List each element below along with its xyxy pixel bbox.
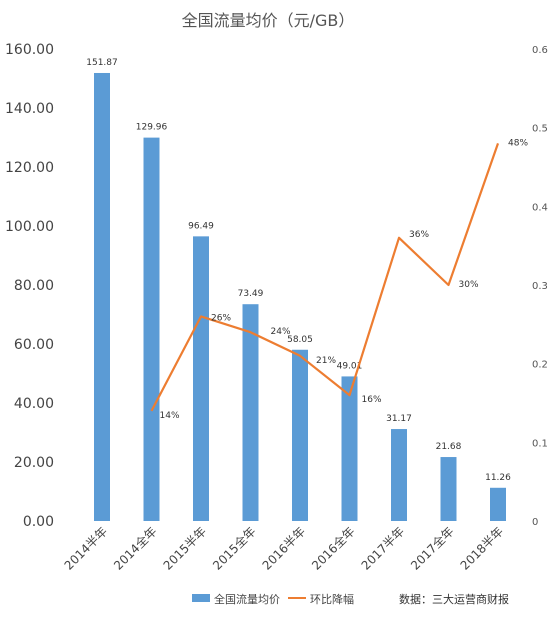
- bar: [490, 487, 506, 521]
- left-tick-label: 20.00: [14, 455, 54, 471]
- bar-value-label: 151.87: [86, 58, 118, 68]
- chart-title: 全国流量均价（元/GB）: [182, 11, 355, 30]
- legend: 全国流量均价 环比降幅: [192, 592, 354, 606]
- bar: [440, 457, 457, 521]
- legend-swatch-bar: [192, 594, 210, 602]
- right-tick-label: 0.5: [532, 124, 548, 135]
- data-source-note: 数据：三大运营商财报: [399, 592, 509, 606]
- x-tick-label: 2014全年: [110, 524, 159, 573]
- line-series: 14% 26% 24% 21% 16% 36% 30% 48%: [150, 138, 528, 421]
- left-axis: 0.00 20.00 40.00 60.00 80.00 100.00 120.00 140.…: [5, 42, 54, 530]
- right-axis: 0 0.1 0.2 0.3 0.4 0.5 0.6: [532, 45, 548, 528]
- x-tick-label: 2016半年: [260, 524, 308, 572]
- line-value-label: 16%: [362, 395, 382, 405]
- bar-value-label: 11.26: [485, 473, 511, 483]
- bar-value-label: 31.17: [386, 414, 412, 424]
- right-tick-label: 0: [532, 517, 538, 528]
- left-tick-label: 60.00: [14, 337, 54, 353]
- left-tick-label: 0.00: [23, 514, 54, 530]
- bar: [341, 376, 358, 521]
- bar: [193, 236, 209, 522]
- bar-data-labels: 151.87 129.96 96.49 73.49 58.05 49.01 31.17 21.…: [86, 58, 511, 483]
- x-tick-label: 2018半年: [458, 524, 506, 572]
- line-value-label: 21%: [316, 356, 336, 366]
- legend-label-bar: 全国流量均价: [214, 592, 280, 606]
- left-tick-label: 140.00: [5, 101, 54, 117]
- line-value-label: 14%: [160, 411, 180, 421]
- left-tick-label: 80.00: [14, 278, 54, 294]
- bar-value-label: 73.49: [238, 289, 264, 299]
- line-value-label: 36%: [409, 230, 429, 240]
- bar-value-label: 58.05: [287, 335, 313, 345]
- line-value-label: 24%: [271, 327, 291, 337]
- bar: [143, 137, 160, 522]
- x-tick-label: 2017全年: [407, 524, 456, 573]
- legend-label-line: 环比降幅: [310, 592, 354, 606]
- line-value-label: 30%: [459, 280, 479, 290]
- right-tick-label: 0.2: [532, 360, 548, 371]
- bar: [292, 349, 308, 521]
- bar-series: [94, 72, 506, 522]
- x-tick-label: 2015全年: [209, 524, 258, 573]
- line-path: [150, 143, 500, 412]
- left-tick-label: 40.00: [14, 396, 54, 412]
- left-tick-label: 160.00: [5, 42, 54, 58]
- right-tick-label: 0.4: [532, 202, 548, 213]
- bar-value-label: 49.01: [337, 361, 363, 371]
- bar: [242, 304, 259, 521]
- bar-value-label: 21.68: [436, 442, 462, 452]
- x-tick-label: 2015半年: [161, 524, 209, 572]
- bar: [391, 429, 407, 521]
- x-tick-label: 2016全年: [308, 524, 357, 573]
- left-tick-label: 120.00: [5, 160, 54, 176]
- bar-value-label: 96.49: [188, 221, 214, 231]
- x-axis-labels: 2014半年 2014全年 2015半年 2015全年 2016半年 2016全年 2017…: [62, 524, 506, 573]
- right-tick-label: 0.6: [532, 45, 548, 56]
- right-tick-label: 0.3: [532, 281, 548, 292]
- bar: [94, 72, 110, 522]
- x-tick-label: 2014半年: [62, 524, 110, 572]
- bar-value-label: 129.96: [136, 123, 168, 133]
- left-tick-label: 100.00: [5, 219, 54, 235]
- right-tick-label: 0.1: [532, 438, 548, 449]
- x-tick-label: 2017半年: [359, 524, 407, 572]
- line-value-label: 48%: [508, 138, 528, 148]
- line-value-label: 26%: [211, 313, 231, 323]
